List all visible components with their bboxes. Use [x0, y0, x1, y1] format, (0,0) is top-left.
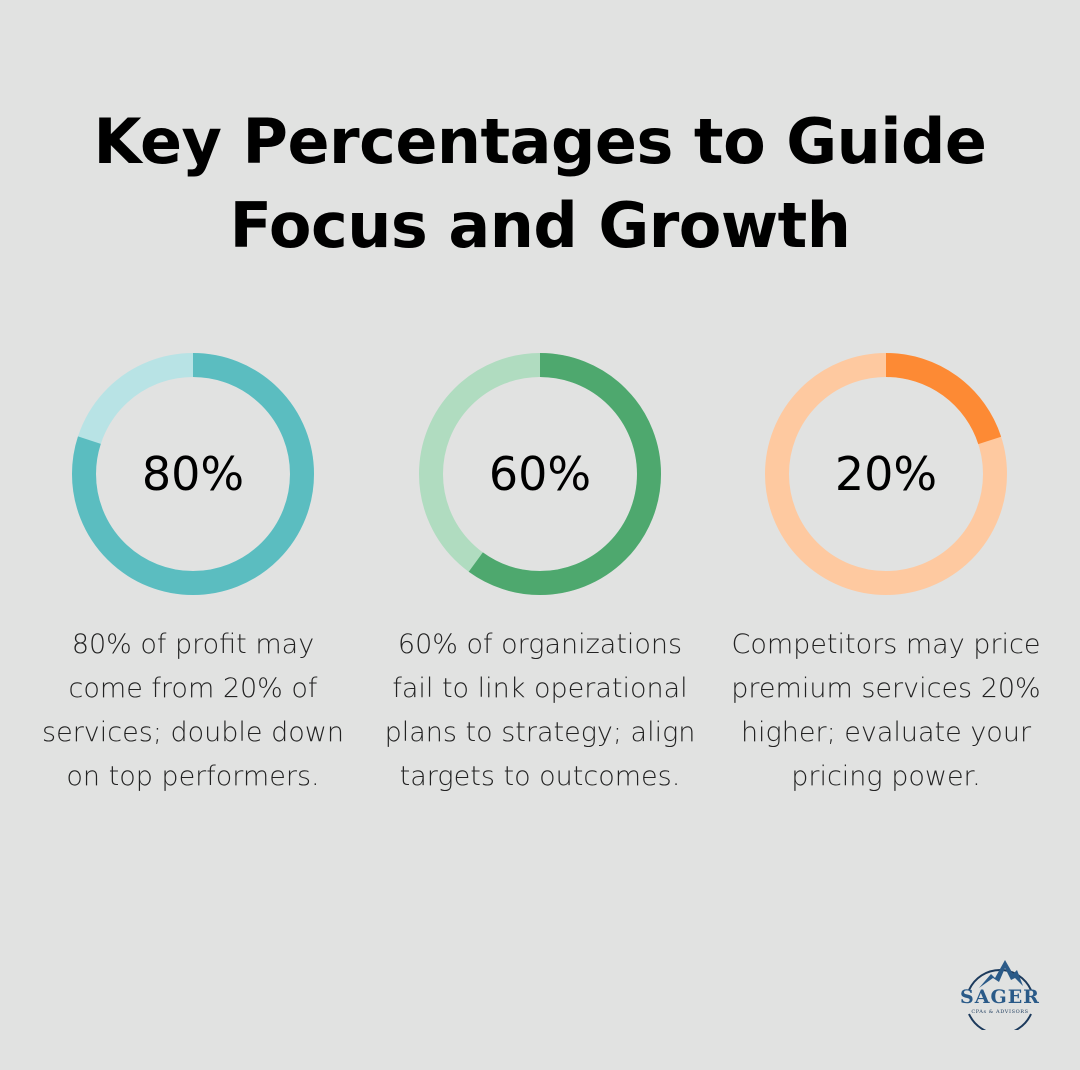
stat-card-profit: 80% 80% of profit may come from 20% of s… [33, 353, 353, 799]
logo-name: SAGER [960, 986, 1040, 1008]
percentage-value: 60% [488, 447, 592, 501]
donut-chart: 60% [419, 353, 661, 595]
percentage-value: 80% [141, 447, 245, 501]
stat-description: 60% of organizations fail to link operat… [384, 629, 696, 792]
percentage-value: 20% [834, 447, 938, 501]
stat-card-pricing: 20% Competitors may price premium servic… [726, 353, 1046, 799]
donut-ring [72, 353, 314, 595]
stat-description: 80% of profit may come from 20% of servi… [42, 629, 344, 792]
donut-chart: 80% [72, 353, 314, 595]
title-line-1: Key Percentages to Guide [93, 105, 987, 178]
donut-chart: 20% [765, 353, 1007, 595]
logo-tagline: CPAs & ADVISORS [971, 1009, 1029, 1015]
stat-description: Competitors may price premium services 2… [731, 629, 1041, 792]
donut-ring [765, 353, 1007, 595]
page-title: Key Percentages to Guide Focus and Growt… [0, 100, 1080, 268]
sager-logo: SAGER CPAs & ADVISORS [955, 952, 1045, 1035]
stat-card-alignment: 60% 60% of organizations fail to link op… [380, 353, 700, 799]
title-line-2: Focus and Growth [229, 189, 851, 262]
donut-ring [419, 353, 661, 595]
